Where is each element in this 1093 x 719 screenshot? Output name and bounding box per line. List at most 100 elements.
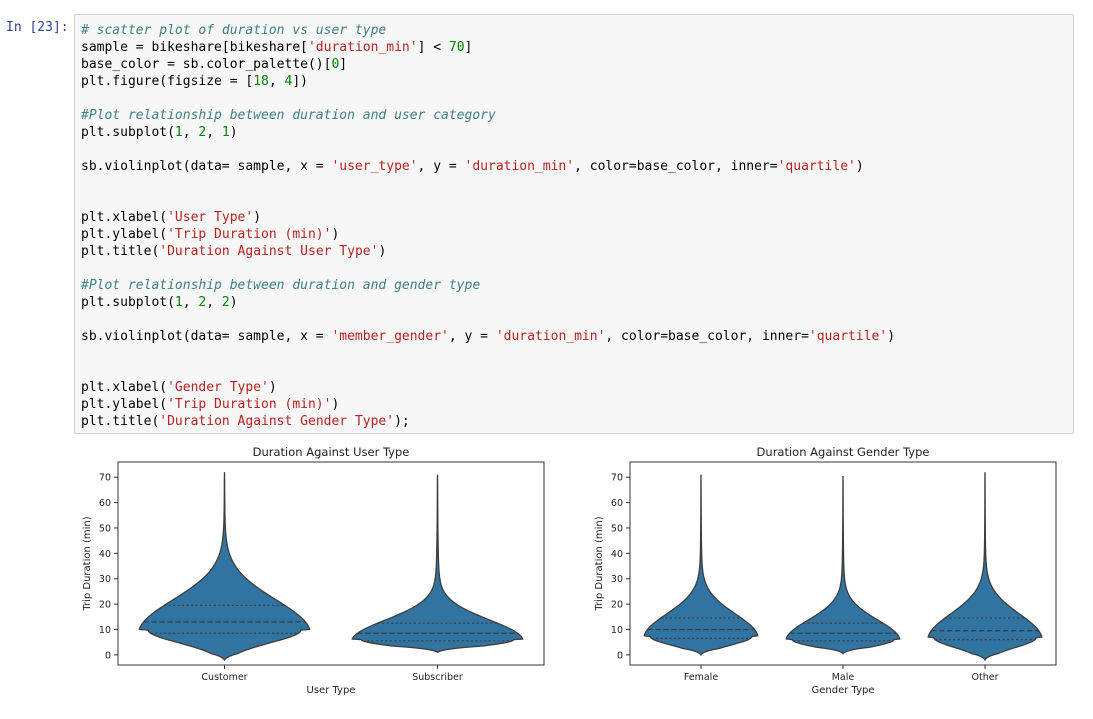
code-token: 1: [174, 295, 183, 310]
y-tick-label: 70: [99, 473, 111, 484]
code-token: );: [394, 414, 410, 429]
y-tick-label: 70: [611, 473, 623, 484]
code-token: ): [378, 244, 387, 259]
code-token: 1: [221, 125, 230, 140]
x-tick-label: Subscriber: [412, 672, 463, 683]
x-tick-label: Other: [972, 672, 999, 683]
code-token: ,: [182, 125, 199, 140]
code-token: ]: [464, 40, 473, 55]
y-tick-label: 50: [99, 523, 111, 534]
violin-female: [643, 474, 759, 656]
code-token: 'member_gender': [331, 329, 449, 344]
y-tick-label: 20: [611, 600, 623, 611]
y-tick-label: 0: [617, 650, 623, 661]
code-token: ): [253, 210, 262, 225]
code-token: plt.subplot(: [81, 125, 175, 140]
y-tick-label: 30: [611, 574, 623, 585]
code-token: 2: [221, 295, 230, 310]
code-line: plt.subplot(1, 2, 2): [81, 294, 1067, 311]
x-axis-label: User Type: [307, 685, 356, 696]
code-token: 'duration_min': [495, 329, 606, 344]
code-line: ​: [81, 260, 1067, 277]
y-axis-label: Trip Duration (min): [82, 516, 93, 611]
code-line: plt.ylabel('Trip Duration (min)'): [81, 396, 1067, 413]
code-line: plt.ylabel('Trip Duration (min)'): [81, 226, 1067, 243]
code-token: 'duration_min': [464, 159, 575, 174]
code-token: #Plot relationship between duration and …: [81, 108, 496, 123]
violin-customer: [138, 472, 311, 661]
axes-frame: [117, 461, 545, 666]
code-token: 'Trip Duration (min)': [167, 227, 332, 242]
code-token: 2: [198, 125, 207, 140]
code-cell-editor[interactable]: # scatter plot of duration vs user type s…: [74, 14, 1074, 434]
code-line: ​: [81, 141, 1067, 158]
y-tick-label: 60: [611, 498, 623, 509]
code-text[interactable]: # scatter plot of duration vs user type s…: [81, 22, 1067, 430]
code-line: sb.violinplot(data= sample, x = 'member_…: [81, 328, 1067, 345]
code-token: # scatter plot of duration vs user type: [81, 23, 387, 38]
code-token: 18: [253, 74, 269, 89]
code-token: , color=base_color, inner=: [605, 329, 809, 344]
code-token: plt.ylabel(: [81, 397, 168, 412]
input-prompt: In [23]:: [6, 20, 69, 35]
code-token: ,: [268, 74, 285, 89]
code-line: ​: [81, 345, 1067, 362]
code-token: 'Duration Against User Type': [159, 244, 379, 259]
code-line: plt.xlabel('User Type'): [81, 209, 1067, 226]
code-line: plt.xlabel('Gender Type'): [81, 379, 1067, 396]
code-token: 'Duration Against Gender Type': [159, 414, 395, 429]
code-token: ): [268, 380, 277, 395]
code-line: base_color = sb.color_palette()[0]: [81, 56, 1067, 73]
chart-title: Duration Against Gender Type: [757, 445, 930, 459]
code-line: ​: [81, 175, 1067, 192]
code-token: ): [331, 227, 340, 242]
y-tick-label: 10: [99, 625, 111, 636]
code-line: #Plot relationship between duration and …: [81, 277, 1067, 294]
code-line: sample = bikeshare[bikeshare['duration_m…: [81, 39, 1067, 56]
code-token: 'Gender Type': [167, 380, 269, 395]
code-token: 1: [174, 125, 183, 140]
code-token: 0: [331, 57, 340, 72]
code-token: ): [887, 329, 896, 344]
code-token: ,: [182, 295, 199, 310]
code-token: 2: [198, 295, 207, 310]
code-token: plt.ylabel(: [81, 227, 168, 242]
code-token: 70: [448, 40, 465, 55]
code-token: plt.xlabel(: [81, 380, 168, 395]
code-token: ): [331, 397, 340, 412]
chart-2: Duration Against Gender Type Female Male Ot…: [594, 445, 1057, 696]
code-line: plt.subplot(1, 2, 1): [81, 124, 1067, 141]
x-tick-label: Customer: [201, 672, 247, 683]
y-tick-label: 10: [611, 625, 623, 636]
code-token: plt.xlabel(: [81, 210, 168, 225]
code-token: ] <: [417, 40, 449, 55]
code-token: ,: [206, 125, 222, 140]
code-token: ]: [339, 57, 348, 72]
code-token: 'quartile': [777, 159, 856, 174]
violin-other: [927, 472, 1043, 662]
violin-subscriber: [351, 474, 524, 654]
code-token: , y =: [448, 329, 496, 344]
code-line: ​: [81, 90, 1067, 107]
code-token: 'user_type': [331, 159, 418, 174]
y-tick-label: 60: [99, 498, 111, 509]
code-token: 4: [284, 74, 293, 89]
y-tick-label: 50: [611, 523, 623, 534]
code-token: 'quartile': [808, 329, 888, 344]
code-token: ): [229, 125, 238, 140]
code-token: base_color = sb.color_palette()[: [81, 57, 332, 72]
x-tick-label: Female: [684, 672, 719, 683]
y-tick-label: 20: [99, 600, 111, 611]
code-token: ]): [292, 74, 308, 89]
code-token: sb.violinplot(data= sample, x =: [81, 329, 332, 344]
y-tick-label: 40: [611, 549, 623, 560]
chart-1: Duration Against User Type Customer Subscr…: [82, 445, 545, 696]
code-line: plt.figure(figsize = [18, 4]): [81, 73, 1067, 90]
code-token: 'Trip Duration (min)': [167, 397, 332, 412]
axes-frame: [629, 461, 1057, 666]
figure-output: Duration Against User Type Customer Subscr…: [82, 445, 1057, 696]
y-tick-label: 0: [105, 650, 111, 661]
code-line: plt.title('Duration Against User Type'): [81, 243, 1067, 260]
x-axis-label: Gender Type: [812, 685, 875, 696]
code-token: sample = bikeshare[bikeshare[: [81, 40, 308, 55]
